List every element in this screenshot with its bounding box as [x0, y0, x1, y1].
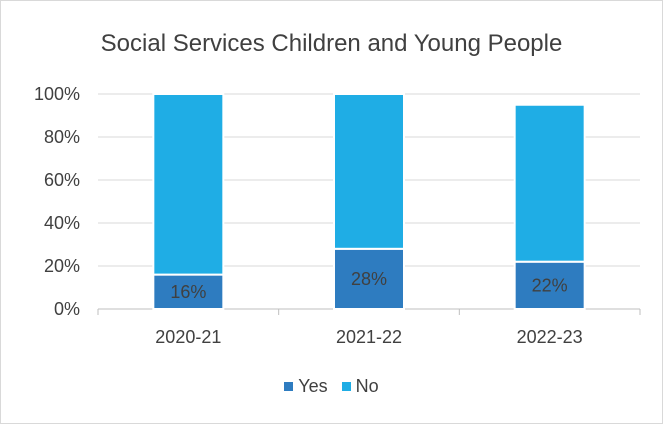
bar-no-2020-21 — [152, 93, 225, 276]
x-tick-label: 2022-23 — [517, 327, 583, 347]
x-tick-label: 2021-22 — [336, 327, 402, 347]
bar-yes-2021-22 — [333, 247, 405, 311]
legend-item-yes: Yes — [284, 376, 328, 397]
bar-yes-2022-23 — [513, 260, 586, 311]
y-tick-label: 60% — [44, 170, 80, 190]
y-tick-label: 40% — [44, 213, 80, 233]
data-label: 28% — [351, 269, 387, 289]
legend-item-no: No — [341, 376, 379, 397]
legend-label-yes: Yes — [298, 376, 328, 396]
y-tick-label: 0% — [54, 299, 80, 319]
chart-legend: Yes No — [0, 376, 663, 397]
chart-title: Social Services Children and Young Peopl… — [100, 30, 563, 57]
legend-swatch-no — [341, 382, 351, 391]
x-tick-label: 2020-21 — [155, 327, 221, 347]
y-tick-label: 20% — [44, 256, 80, 276]
data-label: 22% — [532, 275, 568, 295]
y-tick-label: 80% — [44, 127, 80, 147]
y-tick-label: 100% — [34, 84, 80, 104]
bar-no-2022-23 — [513, 103, 586, 263]
legend-swatch-yes — [284, 382, 294, 391]
legend-label-no: No — [355, 376, 379, 396]
bar-no-2021-22 — [333, 93, 405, 250]
data-label: 16% — [170, 282, 206, 302]
